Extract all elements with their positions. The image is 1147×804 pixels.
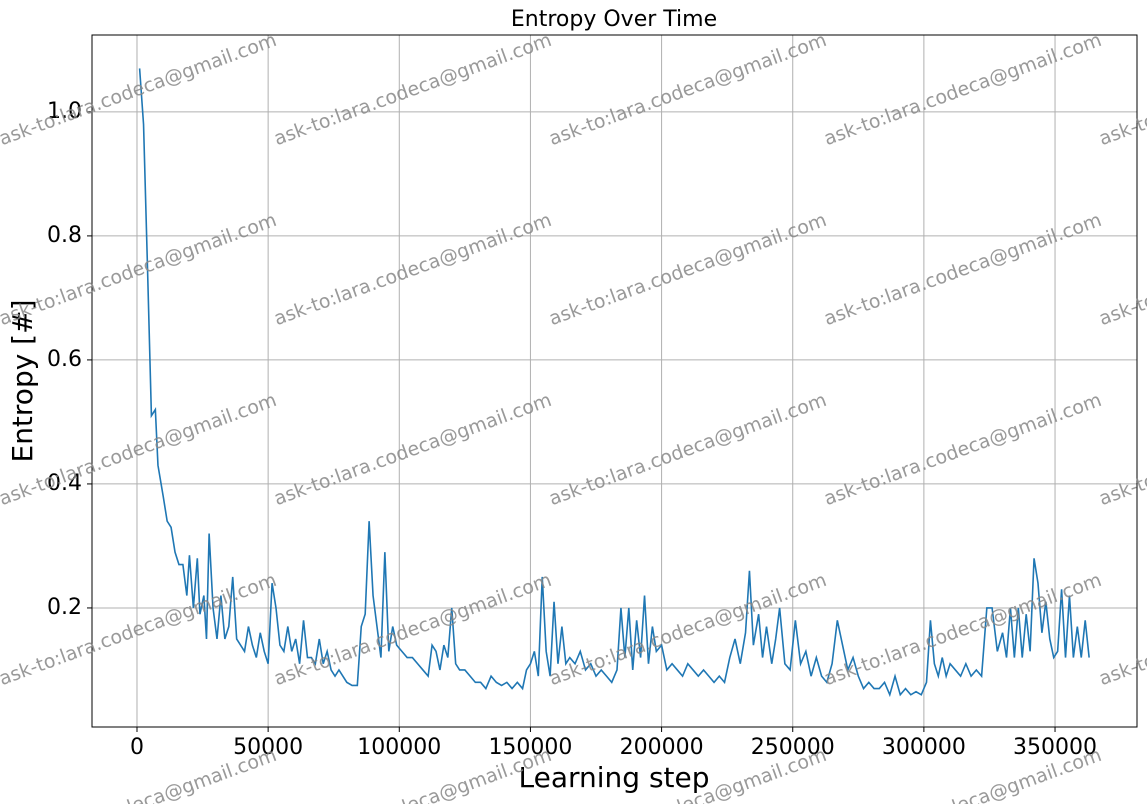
watermark: ask-to:lara.codeca@gmail.com (821, 29, 1104, 150)
x-tick-label: 250000 (751, 735, 835, 760)
watermark: ask-to:lara.codeca@gmail.com (1096, 29, 1147, 150)
watermark: ask-to:lara.codeca@gmail.com (546, 569, 829, 690)
y-tick-label: 0.4 (47, 471, 82, 496)
watermark: ask-to:lara.codeca@gmail.com (821, 389, 1104, 510)
y-tick-label: 0.2 (47, 595, 82, 620)
y-axis-label: Entropy [#] (6, 300, 39, 463)
watermark: ask-to:lara.codeca@gmail.com (821, 209, 1104, 330)
x-tick-label: 150000 (488, 735, 572, 760)
watermark: ask-to:lara.codeca@gmail.com (0, 29, 280, 150)
y-tick-label: 0.6 (47, 347, 82, 372)
y-tick-label: 1.0 (47, 99, 82, 124)
x-tick-label: 0 (130, 735, 144, 760)
x-axis-label: Learning step (518, 761, 709, 794)
watermark: ask-to:lara.codeca@gmail.com (271, 209, 554, 330)
x-tick-label: 50000 (233, 735, 303, 760)
x-tick-label: 300000 (882, 735, 966, 760)
y-tick-label: 0.8 (47, 223, 82, 248)
x-tick-label: 100000 (357, 735, 441, 760)
watermark: ask-to:lara.codeca@gmail.com (0, 569, 280, 690)
x-tick-label: 350000 (1013, 735, 1097, 760)
x-tick-label: 200000 (620, 735, 704, 760)
watermark: ask-to:lara.codeca@gmail.com (1096, 209, 1147, 330)
watermark: ask-to:lara.codeca@gmail.com (0, 209, 280, 330)
watermark: ask-to:lara.codeca@gmail.com (271, 389, 554, 510)
watermark: ask-to:lara.codeca@gmail.com (0, 389, 280, 510)
watermark: ask-to:lara.codeca@gmail.com (546, 389, 829, 510)
watermark: ask-to:lara.codeca@gmail.com (546, 29, 829, 150)
watermark: ask-to:lara.codeca@gmail.com (271, 569, 554, 690)
chart-title: Entropy Over Time (511, 7, 717, 32)
watermark: ask-to:lara.codeca@gmail.com (271, 29, 554, 150)
watermark: ask-to:lara.codeca@gmail.com (546, 209, 829, 330)
watermark: ask-to:lara.codeca@gmail.com (1096, 389, 1147, 510)
data-line (138, 68, 1090, 698)
watermark: ask-to:lara.codeca@gmail.com (1096, 569, 1147, 690)
plot-frame (91, 34, 1138, 728)
watermark: ask-to:lara.codeca@gmail.com (1096, 744, 1147, 804)
